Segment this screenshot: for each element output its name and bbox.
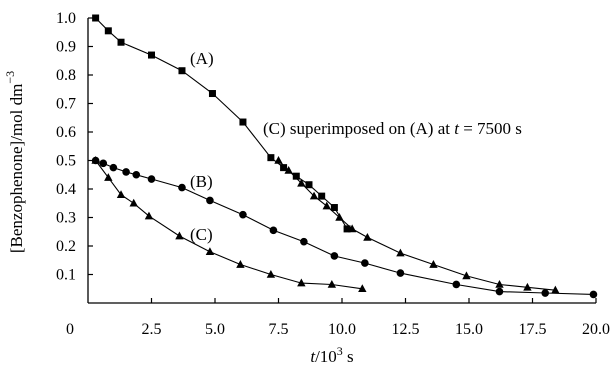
y-ticks: 0.1 0.2 0.3 0.4 0.5 0.6 0.7 0.8 0.9 1.0 — [56, 10, 93, 284]
y-tick-label: 0.4 — [56, 181, 76, 198]
origin-label: 0 — [66, 321, 74, 338]
x-axis-title-exponent: 3 — [337, 344, 343, 358]
x-tick-label: 5.0 — [205, 321, 225, 338]
data-point-circle — [122, 168, 130, 176]
data-point-square — [343, 225, 351, 233]
data-point-circle — [239, 210, 247, 219]
data-point-triangle — [495, 279, 504, 288]
data-point-triangle — [236, 260, 245, 268]
data-point-triangle — [327, 279, 337, 288]
y-tick-label: 0.6 — [56, 124, 76, 141]
x-tick-label: 7.5 — [269, 321, 289, 338]
annotation-superimposed-value: = 7500 s — [459, 119, 522, 138]
data-point-triangle — [429, 260, 438, 268]
data-point-square — [239, 118, 247, 126]
y-tick-label: 1.0 — [56, 10, 76, 27]
annotation-a: (A) — [190, 49, 214, 68]
y-tick-label: 0.1 — [56, 267, 76, 284]
data-point-triangle — [523, 282, 532, 291]
data-point-triangle — [297, 278, 306, 287]
series-lines — [95, 17, 594, 295]
y-tick-label: 0.8 — [56, 67, 76, 84]
data-point-triangle — [396, 248, 405, 257]
data-point-circle — [452, 280, 461, 289]
y-tick-label: 0.3 — [56, 210, 76, 227]
data-point-triangle — [205, 247, 215, 255]
data-point-square — [178, 67, 186, 75]
data-point-circle — [361, 259, 369, 267]
x-tick-label: 2.5 — [142, 321, 162, 338]
series-line — [95, 160, 363, 290]
data-point-square — [117, 38, 125, 46]
y-tick-label: 0.2 — [56, 238, 76, 255]
data-point-triangle — [91, 156, 100, 164]
x-axis-title-unit: /10 — [315, 347, 337, 366]
y-axis-title: [Benzophenone]/mol dm−3 — [3, 71, 26, 253]
data-point-square — [318, 192, 326, 200]
data-point-square — [305, 181, 313, 189]
data-point-circle — [300, 237, 308, 246]
y-axis-title-main: [Benzophenone]/mol dm — [7, 84, 26, 254]
x-ticks: 2.5 5.0 7.5 10.0 12.5 15.0 17.5 20.0 — [142, 298, 610, 338]
data-point-square — [92, 14, 100, 22]
axes-frame — [87, 18, 596, 304]
x-tick-label: 15.0 — [455, 321, 483, 338]
x-tick-label: 20.0 — [582, 321, 610, 338]
data-point-square — [104, 27, 112, 35]
data-point-triangle — [322, 201, 331, 210]
data-point-triangle — [551, 285, 560, 294]
data-point-triangle — [462, 271, 471, 280]
x-tick-label: 10.0 — [328, 321, 356, 338]
x-tick-label: 17.5 — [519, 321, 547, 338]
data-point-triangle — [309, 191, 319, 200]
data-point-triangle — [358, 284, 367, 293]
series-markers — [91, 14, 598, 299]
data-point-circle — [541, 289, 549, 297]
data-point-circle — [396, 269, 405, 277]
y-tick-label: 0.7 — [56, 96, 76, 113]
data-point-circle — [589, 290, 598, 299]
annotation-superimposed-text: (C) superimposed on (A) at — [263, 119, 454, 138]
data-point-circle — [99, 159, 108, 168]
data-point-square — [267, 154, 275, 162]
data-point-triangle — [363, 232, 372, 241]
data-point-circle — [147, 175, 156, 183]
x-axis-title: t/103 s — [310, 344, 353, 366]
data-point-triangle — [129, 198, 138, 207]
x-tick-label: 12.5 — [392, 321, 420, 338]
data-point-triangle — [116, 190, 126, 198]
annotation-c: (C) — [190, 225, 213, 244]
x-axis-title-seconds: s — [343, 347, 354, 366]
y-tick-label: 0.5 — [56, 153, 76, 170]
data-point-triangle — [144, 211, 154, 220]
y-tick-label: 0.9 — [56, 39, 76, 56]
x-axis-title-t: t — [310, 347, 316, 366]
data-point-square — [292, 172, 300, 180]
data-point-square — [148, 51, 155, 59]
annotation-superimposed-t: t — [454, 119, 460, 138]
data-point-circle — [109, 163, 118, 172]
data-point-triangle — [266, 270, 276, 278]
data-point-triangle — [347, 224, 357, 233]
annotation-superimposed: (C) superimposed on (A) at t = 7500 s — [263, 119, 522, 138]
series-line — [278, 160, 556, 291]
data-point-circle — [330, 252, 339, 260]
data-point-circle — [132, 170, 141, 179]
data-point-triangle — [297, 178, 306, 187]
data-point-circle — [178, 183, 186, 192]
data-point-circle — [206, 196, 214, 205]
data-point-circle — [495, 287, 504, 296]
data-point-triangle — [274, 156, 283, 164]
data-point-triangle — [175, 231, 184, 240]
annotation-b: (B) — [190, 172, 213, 191]
data-point-square — [208, 90, 216, 98]
data-point-triangle — [284, 165, 293, 174]
data-point-square — [280, 164, 288, 172]
data-point-triangle — [335, 213, 344, 221]
data-point-square — [330, 204, 338, 212]
data-point-triangle — [104, 173, 113, 181]
data-point-circle — [269, 226, 278, 235]
y-axis-title-exponent: −3 — [3, 71, 17, 84]
